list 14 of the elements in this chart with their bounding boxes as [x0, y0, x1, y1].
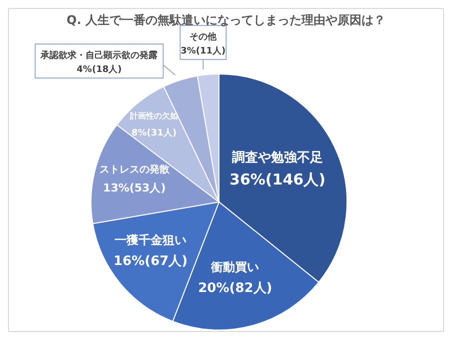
slice-label: 調査や勉強不足 — [232, 150, 323, 166]
slice-label: その他 — [190, 31, 218, 42]
data-label: 8%(31人) — [132, 128, 177, 139]
data-label: 16%(67人) — [114, 254, 188, 269]
slice-label: 一獲千金狙い — [114, 232, 187, 247]
data-label: 4%(18人) — [76, 64, 122, 76]
chart-title: Q. 人生で一番の無駄遣いになってしまった理由や原因は？ — [66, 12, 386, 29]
data-label: 20%(82人) — [198, 281, 272, 296]
data-label: 3%(11人) — [180, 45, 226, 56]
slice-label: 衝動買い — [210, 260, 260, 274]
slice-label: 承認欲求・自己顕示欲の発露 — [40, 50, 158, 62]
data-label: 13%(53人) — [103, 182, 166, 195]
slice-label: ストレスの発散 — [99, 164, 170, 176]
data-label: 36%(146人) — [230, 170, 326, 189]
